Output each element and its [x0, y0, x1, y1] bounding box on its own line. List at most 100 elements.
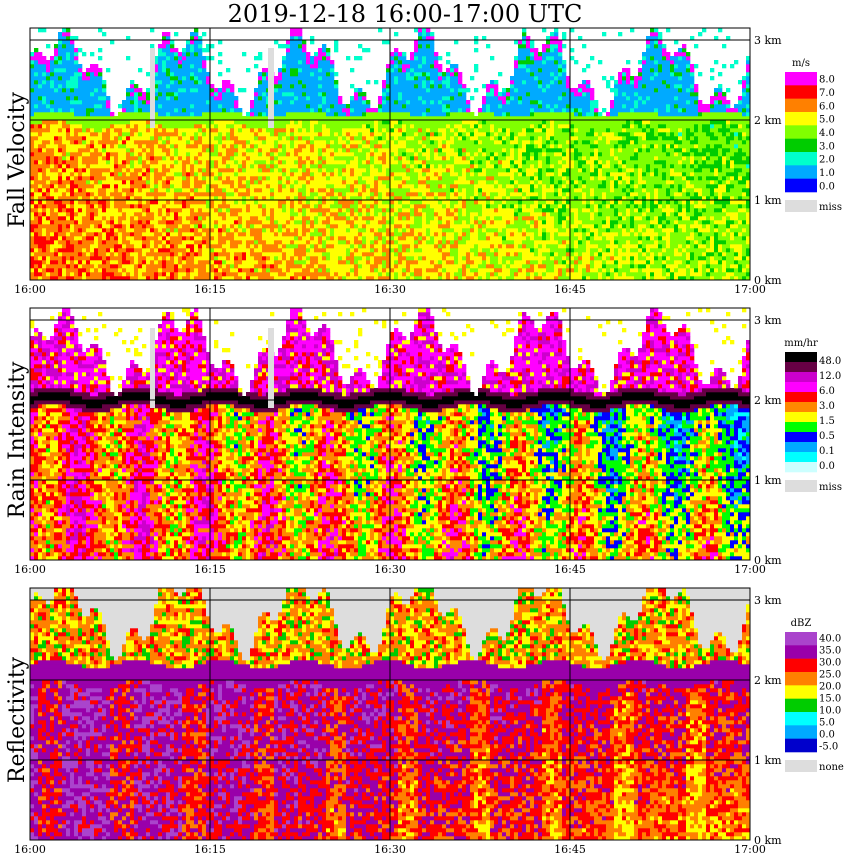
heatmap-cell — [182, 72, 187, 77]
heatmap-cell — [98, 224, 103, 229]
heatmap-cell — [130, 84, 135, 89]
heatmap-cell — [170, 252, 175, 257]
heatmap-cell — [70, 180, 75, 185]
heatmap-cell — [222, 248, 227, 253]
heatmap-cell — [290, 140, 295, 145]
heatmap-cell — [162, 120, 167, 125]
heatmap-cell — [174, 32, 179, 37]
heatmap-cell — [198, 116, 203, 121]
heatmap-cell — [322, 220, 327, 225]
heatmap-cell — [362, 204, 367, 209]
heatmap-cell — [286, 128, 291, 133]
heatmap-cell — [74, 172, 79, 177]
heatmap-cell — [378, 164, 383, 169]
heatmap-cell — [194, 84, 199, 89]
heatmap-cell — [382, 220, 387, 225]
heatmap-cell — [134, 200, 139, 205]
heatmap-cell — [306, 264, 311, 269]
heatmap-cell — [250, 164, 255, 169]
heatmap-cell — [198, 44, 203, 49]
heatmap-cell — [58, 228, 63, 233]
heatmap-cell — [202, 208, 207, 213]
heatmap-cell — [174, 224, 179, 229]
heatmap-cell — [390, 104, 395, 109]
heatmap-cell — [222, 120, 227, 125]
heatmap-cell — [386, 108, 391, 113]
heatmap-cell — [142, 136, 147, 141]
heatmap-cell — [98, 184, 103, 189]
heatmap-cell — [310, 116, 315, 121]
heatmap-cell — [310, 176, 315, 181]
heatmap-cell — [58, 272, 63, 277]
heatmap-cell — [94, 112, 99, 117]
heatmap-cell — [266, 220, 271, 225]
heatmap-cell — [106, 152, 111, 157]
heatmap-cell — [262, 80, 267, 85]
heatmap-cell — [358, 276, 363, 281]
heatmap-cell — [194, 192, 199, 197]
heatmap-cell — [174, 200, 179, 205]
heatmap-cell — [62, 228, 67, 233]
heatmap-cell — [322, 132, 327, 137]
heatmap-cell — [218, 120, 223, 125]
heatmap-cell — [182, 196, 187, 201]
heatmap-cell — [202, 196, 207, 201]
heatmap-cell — [290, 224, 295, 229]
heatmap-cell — [358, 260, 363, 265]
heatmap-cell — [346, 172, 351, 177]
heatmap-cell — [366, 116, 371, 121]
heatmap-cell — [78, 236, 83, 241]
heatmap-cell — [222, 196, 227, 201]
heatmap-cell — [142, 216, 147, 221]
heatmap-cell — [282, 228, 287, 233]
heatmap-cell — [306, 152, 311, 157]
heatmap-cell — [298, 112, 303, 117]
heatmap-cell — [330, 236, 335, 241]
heatmap-cell — [82, 144, 87, 149]
heatmap-cell — [318, 196, 323, 201]
heatmap-cell — [374, 80, 379, 85]
heatmap-cell — [38, 184, 43, 189]
heatmap-cell — [194, 212, 199, 217]
heatmap-cell — [170, 124, 175, 129]
heatmap-cell — [218, 180, 223, 185]
heatmap-cell — [138, 272, 143, 277]
heatmap-cell — [138, 188, 143, 193]
heatmap-cell — [378, 212, 383, 217]
heatmap-cell — [126, 264, 131, 269]
heatmap-cell — [62, 52, 67, 57]
heatmap-cell — [110, 244, 115, 249]
heatmap-cell — [98, 140, 103, 145]
heatmap-cell — [194, 216, 199, 221]
heatmap-cell — [374, 160, 379, 165]
heatmap-cells — [30, 28, 751, 281]
heatmap-cell — [174, 120, 179, 125]
heatmap-cell — [158, 100, 163, 105]
heatmap-cell — [362, 256, 367, 261]
heatmap-cell — [378, 128, 383, 133]
heatmap-cell — [282, 144, 287, 149]
heatmap-cell — [142, 172, 147, 177]
heatmap-cell — [78, 188, 83, 193]
heatmap-cell — [354, 120, 359, 125]
heatmap-cell — [246, 212, 251, 217]
heatmap-cell — [202, 212, 207, 217]
heatmap-cell — [362, 152, 367, 157]
heatmap-cell — [314, 128, 319, 133]
heatmap-cell — [294, 164, 299, 169]
heatmap-cell — [330, 136, 335, 141]
heatmap-cell — [202, 132, 207, 137]
heatmap-cell — [42, 184, 47, 189]
heatmap-cell — [242, 256, 247, 261]
heatmap-cell — [42, 84, 47, 89]
heatmap-cell — [286, 56, 291, 61]
heatmap-cell — [130, 268, 135, 273]
heatmap-cell — [138, 160, 143, 165]
heatmap-cell — [202, 152, 207, 157]
heatmap-cell — [150, 276, 155, 281]
heatmap-cell — [314, 100, 319, 105]
heatmap-cell — [106, 180, 111, 185]
heatmap-cell — [230, 128, 235, 133]
heatmap-cell — [202, 216, 207, 221]
heatmap-cell — [290, 260, 295, 265]
